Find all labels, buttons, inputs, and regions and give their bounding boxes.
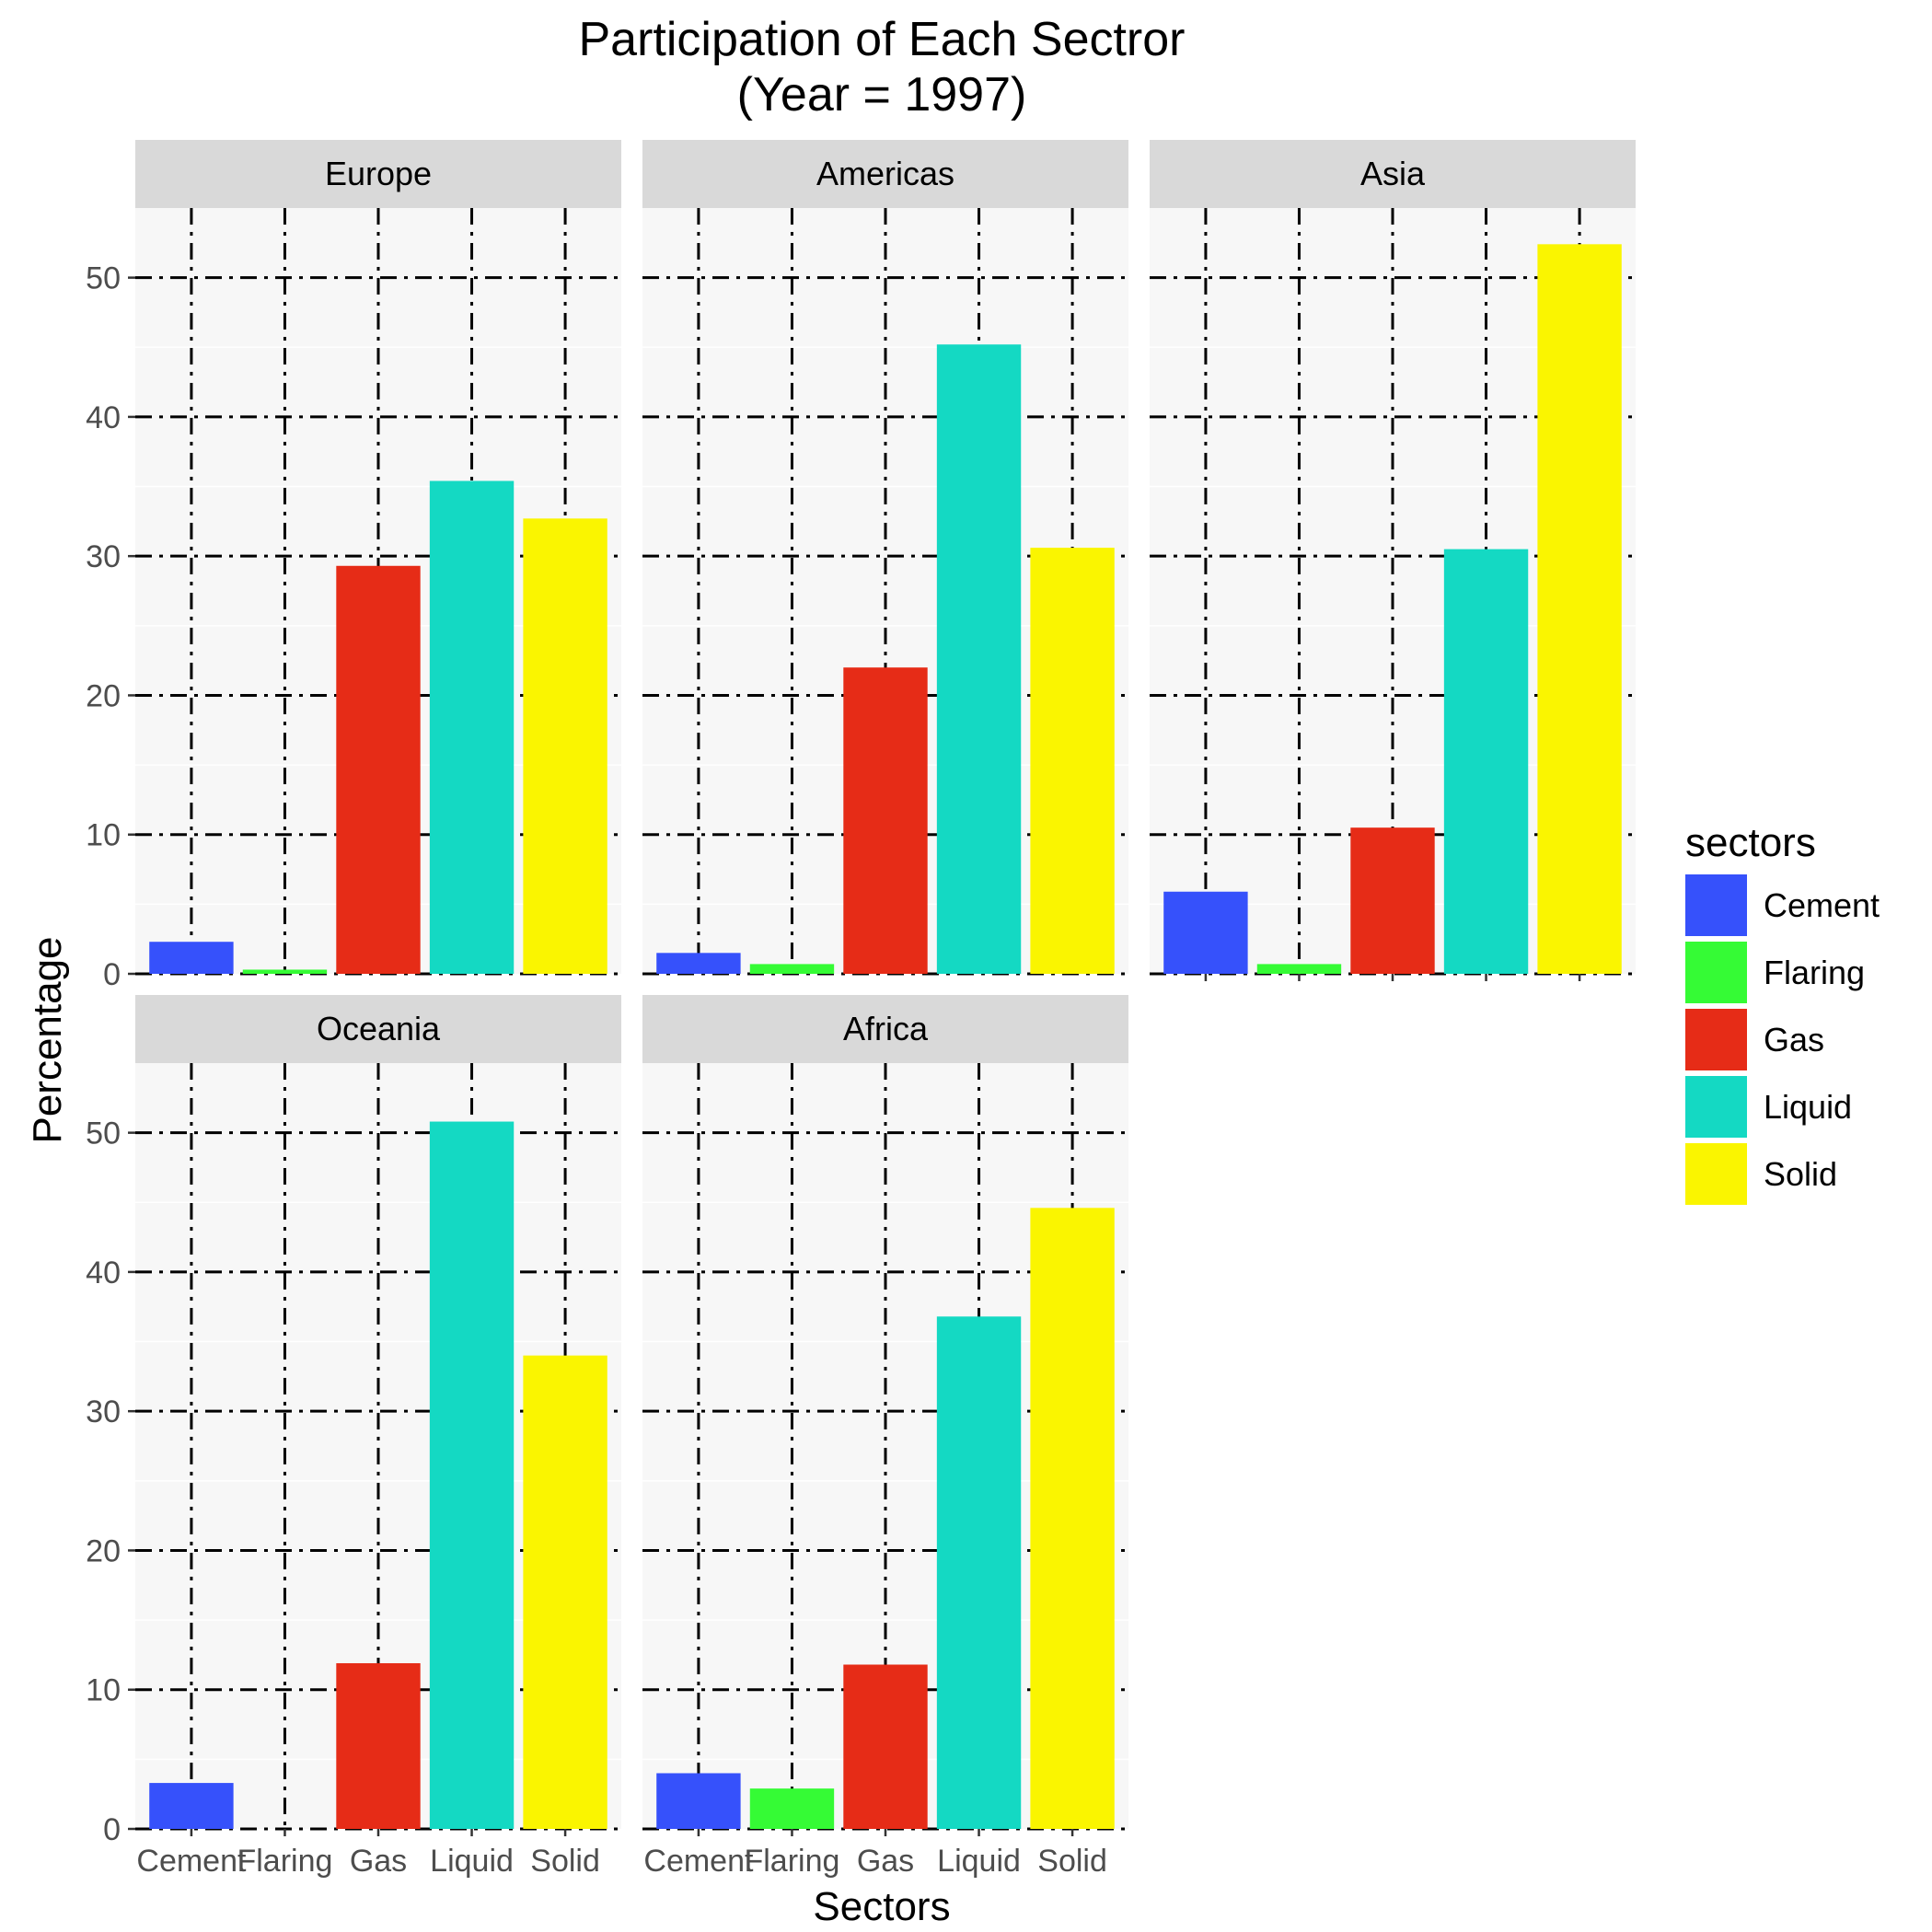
legend-label-flaring: Flaring [1764, 954, 1865, 991]
facet-strip [135, 995, 621, 1063]
bar-europe-solid [523, 518, 607, 974]
legend-label-liquid: Liquid [1764, 1088, 1852, 1126]
x-tick-label: Cement [643, 1844, 754, 1879]
facet-strip-label: Asia [1360, 155, 1426, 192]
legend: sectors Cement Flaring Gas Liquid Solid [1685, 820, 1880, 1205]
facet-panels: Europe 0 10 20 30 40 50 Americas Asia Oceania 0 10 2… [86, 140, 1636, 1879]
legend-key-gas [1685, 1009, 1747, 1070]
y-tick-label: 10 [86, 1673, 121, 1708]
legend-label-solid: Solid [1764, 1155, 1837, 1193]
bar-americas-liquid [936, 344, 1022, 974]
facet-strip [135, 140, 621, 208]
facet-strip [1150, 140, 1636, 208]
bar-africa-liquid [936, 1316, 1022, 1829]
facet-panel-americas: Americas [642, 140, 1128, 976]
bar-africa-gas [843, 1664, 928, 1829]
bar-americas-flaring [749, 964, 835, 974]
bar-oceania-liquid [429, 1121, 515, 1829]
bar-oceania-solid [523, 1355, 607, 1829]
y-tick-label: 50 [86, 261, 121, 296]
x-tick-label: Liquid [937, 1844, 1021, 1879]
x-tick-label: Cement [136, 1844, 247, 1879]
facet-panel-asia: Asia [1150, 140, 1636, 981]
bar-europe-liquid [429, 480, 515, 974]
chart-subtitle: (Year = 1997) [737, 68, 1027, 121]
y-tick-label: 30 [86, 539, 121, 574]
facet-strip-label: Africa [843, 1010, 929, 1047]
y-tick-label: 40 [86, 400, 121, 435]
x-tick-label: Liquid [430, 1844, 514, 1879]
bar-africa-cement [656, 1773, 741, 1829]
bar-africa-flaring [749, 1788, 835, 1829]
facet-strip [642, 140, 1128, 208]
bar-europe-flaring [242, 969, 328, 974]
y-tick-label: 50 [86, 1116, 121, 1151]
x-tick-label: Gas [857, 1844, 914, 1879]
x-tick-label: Flaring [744, 1844, 839, 1879]
y-tick-label: 0 [103, 1812, 121, 1847]
bar-asia-solid [1537, 244, 1622, 974]
y-tick-label: 10 [86, 818, 121, 853]
legend-key-liquid [1685, 1076, 1747, 1138]
facet-strip [642, 995, 1128, 1063]
facet-strip-label: Americas [816, 155, 954, 192]
bar-oceania-gas [336, 1662, 421, 1829]
legend-key-flaring [1685, 942, 1747, 1003]
bar-americas-cement [656, 953, 741, 974]
bar-africa-solid [1030, 1208, 1115, 1829]
facet-strip-label: Europe [325, 155, 432, 192]
x-tick-label: Flaring [237, 1844, 332, 1879]
facet-strip-label: Oceania [317, 1010, 441, 1047]
bar-asia-gas [1350, 827, 1435, 974]
y-axis-label: Percentage [25, 936, 70, 1143]
y-tick-label: 40 [86, 1255, 121, 1290]
legend-key-solid [1685, 1143, 1747, 1205]
bar-americas-gas [843, 667, 928, 974]
bar-oceania-cement [149, 1783, 234, 1829]
facet-panel-europe: Europe 0 10 20 30 40 50 [86, 140, 621, 992]
legend-key-cement [1685, 874, 1747, 936]
x-tick-label: Gas [350, 1844, 407, 1879]
bar-americas-solid [1030, 548, 1115, 974]
x-tick-label: Solid [1037, 1844, 1107, 1879]
legend-title: sectors [1685, 820, 1816, 865]
y-tick-label: 30 [86, 1394, 121, 1429]
legend-label-gas: Gas [1764, 1021, 1824, 1059]
y-tick-label: 20 [86, 678, 121, 713]
x-tick-label: Solid [530, 1844, 600, 1879]
bar-europe-gas [336, 565, 421, 974]
bar-asia-flaring [1256, 964, 1342, 974]
bar-europe-cement [149, 942, 234, 974]
x-axis-label: Sectors [813, 1884, 950, 1929]
chart-title: Participation of Each Sectror [579, 13, 1186, 66]
y-tick-label: 20 [86, 1533, 121, 1568]
y-tick-label: 0 [103, 957, 121, 992]
bar-asia-liquid [1443, 549, 1529, 974]
bar-asia-cement [1163, 891, 1248, 974]
legend-label-cement: Cement [1764, 886, 1880, 924]
